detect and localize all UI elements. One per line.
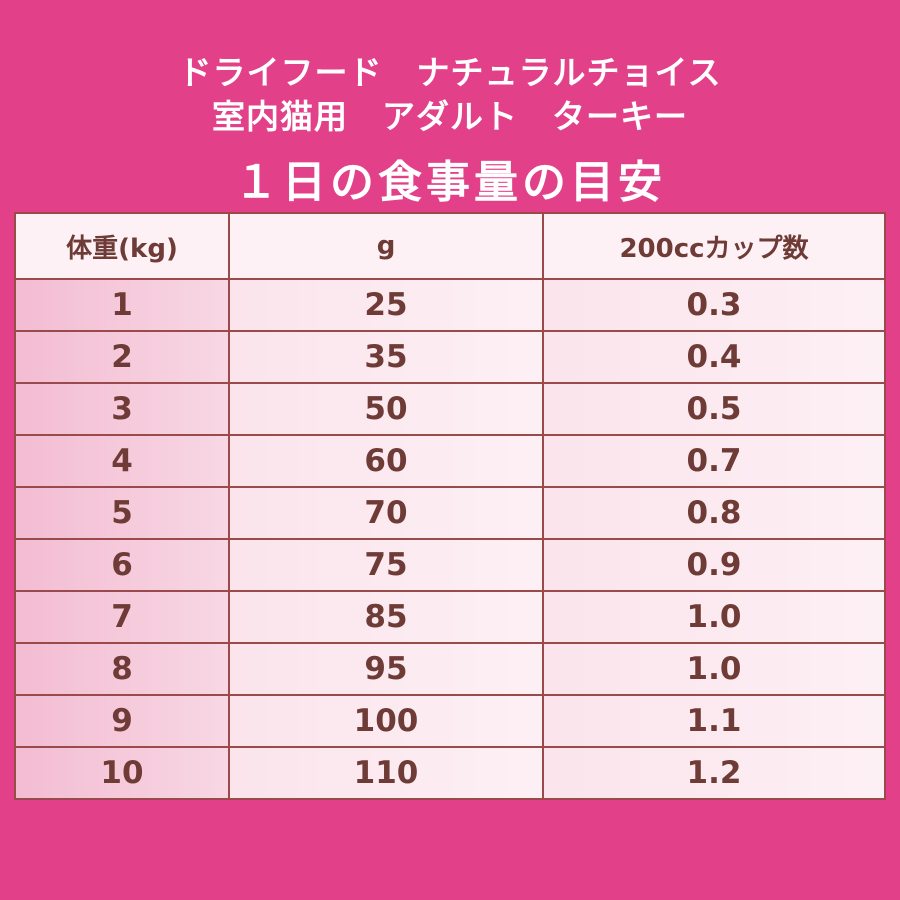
table-cell: 50 <box>228 382 544 436</box>
table-cell: 1.0 <box>542 642 886 696</box>
table-cell: 9 <box>14 694 230 748</box>
table-cell: 95 <box>228 642 544 696</box>
table-body: 1 25 0.3 2 35 0.4 3 50 0.5 4 60 0.7 5 70 0.8 6 75 0.9 7 85 1… <box>14 278 886 800</box>
header-line: ドライフード ナチュラルチョイス <box>178 53 722 92</box>
table-row: 6 75 0.9 <box>14 538 886 592</box>
column-header: 体重(kg) <box>14 212 230 280</box>
table-cell: 0.7 <box>542 434 886 488</box>
table-cell: 110 <box>228 746 544 800</box>
table-row: 8 95 1.0 <box>14 642 886 696</box>
table-row: 1 25 0.3 <box>14 278 886 332</box>
table-cell: 85 <box>228 590 544 644</box>
table-cell: 0.4 <box>542 330 886 384</box>
table-cell: 1 <box>14 278 230 332</box>
table-cell: 3 <box>14 382 230 436</box>
title: １日の食事量の目安 <box>234 157 666 208</box>
table-cell: 0.5 <box>542 382 886 436</box>
table-head: 体重(kg) g 200ccカップ数 <box>14 212 886 280</box>
table-cell: 1.2 <box>542 746 886 800</box>
table-cell: 25 <box>228 278 544 332</box>
table-cell: 70 <box>228 486 544 540</box>
table-cell: 0.3 <box>542 278 886 332</box>
header-line: 室内猫用 アダルト ターキー <box>212 97 688 136</box>
table-row: 4 60 0.7 <box>14 434 886 488</box>
table-cell: 7 <box>14 590 230 644</box>
column-header: g <box>228 212 544 280</box>
table-row: 5 70 0.8 <box>14 486 886 540</box>
table-cell: 6 <box>14 538 230 592</box>
table-row: 10 110 1.2 <box>14 746 886 800</box>
table-cell: 60 <box>228 434 544 488</box>
table-cell: 10 <box>14 746 230 800</box>
table-row: 3 50 0.5 <box>14 382 886 436</box>
column-header: 200ccカップ数 <box>542 212 886 280</box>
table-cell: 2 <box>14 330 230 384</box>
table-cell: 100 <box>228 694 544 748</box>
table-cell: 75 <box>228 538 544 592</box>
table-cell: 4 <box>14 434 230 488</box>
table-cell: 8 <box>14 642 230 696</box>
table-cell: 1.0 <box>542 590 886 644</box>
table-cell: 0.8 <box>542 486 886 540</box>
table-row: 9 100 1.1 <box>14 694 886 748</box>
table-cell: 1.1 <box>542 694 886 748</box>
table-cell: 35 <box>228 330 544 384</box>
table-cell: 5 <box>14 486 230 540</box>
table-row: 2 35 0.4 <box>14 330 886 384</box>
feeding-table: 体重(kg) g 200ccカップ数 1 25 0.3 2 35 0.4 3 50 0.5 4 60 0.… <box>14 212 886 800</box>
header-row: 体重(kg) g 200ccカップ数 <box>14 212 886 280</box>
table-cell: 0.9 <box>542 538 886 592</box>
table-row: 7 85 1.0 <box>14 590 886 644</box>
